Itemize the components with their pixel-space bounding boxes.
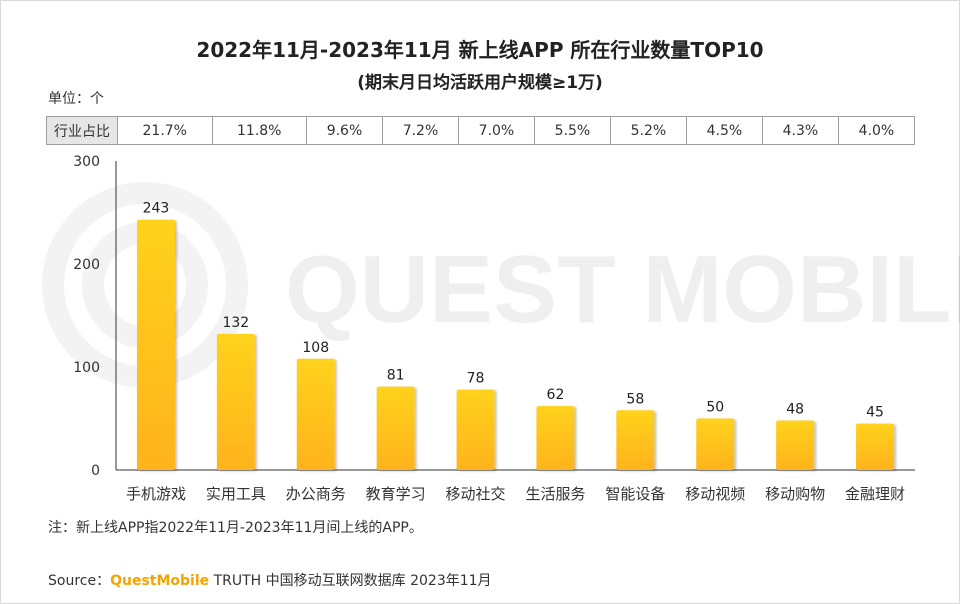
- data-label: 58: [626, 391, 644, 407]
- bar: [216, 334, 255, 470]
- share-header: 行业占比: [46, 116, 118, 145]
- share-cell: 5.5%: [533, 116, 611, 145]
- data-label: 62: [547, 387, 565, 403]
- y-tick-label: 0: [91, 463, 100, 479]
- data-label: 78: [467, 371, 485, 387]
- data-label: 50: [706, 400, 724, 416]
- data-label: 132: [222, 315, 249, 331]
- share-table: 行业占比 21.7% 11.8% 9.6% 7.2% 7.0% 5.5% 5.2…: [46, 116, 916, 145]
- bar: [376, 386, 415, 470]
- chart-subtitle: (期末月日均活跃用户规模≥1万): [357, 73, 603, 93]
- share-cell: 7.2%: [381, 116, 459, 145]
- x-tick-label: 智能设备: [605, 485, 665, 503]
- bar: [696, 418, 735, 470]
- data-label: 48: [786, 402, 804, 418]
- bar: [856, 423, 895, 470]
- bar: [616, 410, 655, 470]
- unit-label: 单位：个: [48, 91, 104, 107]
- x-tick-label: 手机游戏: [126, 485, 186, 503]
- x-tick-label: 移动购物: [765, 485, 825, 503]
- x-tick-label: 生活服务: [525, 485, 585, 503]
- y-tick-label: 300: [73, 154, 100, 170]
- share-cell: 4.0%: [837, 116, 916, 145]
- share-cell: 9.6%: [306, 116, 383, 145]
- bar: [456, 389, 495, 470]
- x-tick-label: 实用工具: [206, 485, 266, 503]
- data-label: 108: [302, 340, 329, 356]
- share-row: 行业占比 21.7% 11.8% 9.6% 7.2% 7.0% 5.5% 5.2…: [46, 116, 916, 145]
- y-tick-label: 100: [73, 360, 100, 376]
- source-line: Source：QuestMobile TRUTH 中国移动互联网数据库 2023…: [48, 570, 492, 590]
- bar: [136, 219, 175, 470]
- bar: [776, 420, 815, 470]
- data-label: 243: [143, 201, 170, 217]
- y-tick-label: 200: [73, 257, 100, 273]
- chart-title: 2022年11月-2023年11月 新上线APP 所在行业数量TOP10: [196, 38, 764, 62]
- x-tick-label: 教育学习: [366, 485, 426, 503]
- bar: [536, 406, 575, 470]
- x-tick-label: 移动社交: [446, 485, 506, 503]
- share-cell: 5.2%: [609, 116, 687, 145]
- footnote: 注：新上线APP指2022年11月-2023年11月间上线的APP。: [48, 520, 423, 536]
- share-cell: 4.5%: [685, 116, 763, 145]
- x-tick-label: 办公商务: [286, 485, 346, 503]
- x-tick-label: 金融理财: [845, 485, 905, 503]
- source-label: Source：: [48, 573, 111, 589]
- source-brand: QuestMobile: [110, 573, 210, 589]
- watermark-text: QUEST MOBILE: [285, 236, 960, 343]
- data-label: 81: [387, 368, 405, 384]
- share-cell: 4.3%: [761, 116, 839, 145]
- source-rest: TRUTH 中国移动互联网数据库 2023年11月: [209, 573, 492, 589]
- x-tick-label: 移动视频: [685, 485, 745, 503]
- data-label: 45: [866, 405, 884, 421]
- bar: [296, 358, 335, 470]
